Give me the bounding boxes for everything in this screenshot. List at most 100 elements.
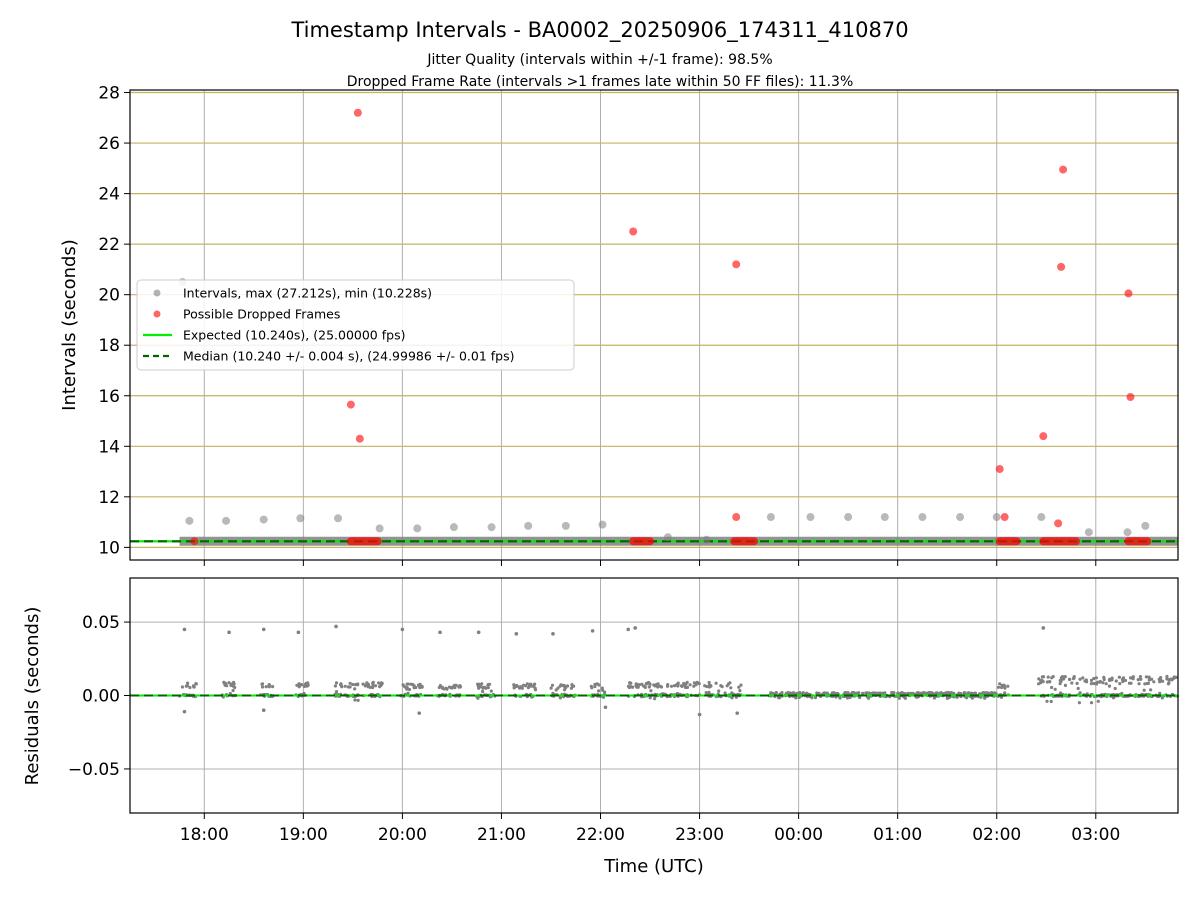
residual-outlier-11 <box>626 627 631 632</box>
residual-point <box>720 685 724 689</box>
interval-point-17 <box>844 513 853 522</box>
residual-point <box>1095 680 1099 684</box>
dropped-point-11 <box>1057 262 1066 271</box>
interval-point-7 <box>413 524 422 533</box>
dropped-point-9 <box>1039 432 1048 441</box>
residual-point <box>813 696 818 700</box>
residual-point <box>679 684 684 688</box>
residual-outlier-9 <box>551 632 555 636</box>
residual-point <box>225 684 229 688</box>
residual-point <box>861 691 865 696</box>
residual-point <box>1089 701 1094 705</box>
residual-point <box>911 691 915 696</box>
residual-point <box>640 682 644 686</box>
dropped-point-7 <box>995 465 1004 474</box>
intervals-plot: 10 12 14 16 18 20 22 24 26 28 Intervals, max (27.2… <box>98 84 1179 566</box>
residual-point <box>353 698 357 702</box>
residual-point <box>1137 682 1141 686</box>
residual-point <box>1110 678 1114 682</box>
x-tick-label-5: 23:00 <box>675 825 724 845</box>
residual-point <box>1006 684 1010 688</box>
residual-outlier-0 <box>182 627 187 632</box>
residual-point <box>515 683 519 688</box>
residual-point <box>260 682 265 686</box>
interval-point-21 <box>992 513 1001 522</box>
residual-point <box>921 691 926 695</box>
residual-point <box>939 691 943 696</box>
residual-point <box>1050 685 1054 690</box>
residual-point <box>1146 681 1150 686</box>
residual-point <box>590 686 594 690</box>
residual-point <box>1059 677 1063 682</box>
x-axis-label: Time (UTC) <box>603 856 704 877</box>
residual-point <box>356 682 360 686</box>
residual-point <box>1167 681 1171 685</box>
dropped-point-8 <box>1000 513 1009 522</box>
residual-point <box>838 696 842 700</box>
residual-point <box>479 685 483 689</box>
residual-point <box>334 681 339 685</box>
residual-point <box>1075 681 1079 686</box>
residual-point <box>1123 678 1128 683</box>
residual-point <box>1039 681 1043 685</box>
residual-point <box>986 691 990 695</box>
dropped-point-1 <box>346 400 355 409</box>
residual-point <box>737 685 741 689</box>
residual-point <box>1161 679 1165 683</box>
residual-outlier-1 <box>227 630 231 635</box>
residual-point <box>348 685 352 689</box>
residual-point <box>947 695 951 700</box>
residuals-y-axis-label: Residuals (seconds) <box>22 607 43 786</box>
residual-point <box>188 685 192 690</box>
x-tick-label-2: 20:00 <box>378 825 427 845</box>
residual-outlier-6 <box>438 630 442 635</box>
residual-point <box>1085 680 1089 684</box>
residual-point <box>769 691 773 695</box>
residual-point <box>934 691 938 695</box>
residual-point <box>379 683 383 688</box>
residual-point <box>368 685 372 690</box>
residual-point <box>973 691 978 695</box>
residual-point <box>556 686 560 690</box>
residual-point <box>401 683 405 687</box>
residual-point <box>649 689 653 693</box>
residual-point <box>868 692 873 696</box>
residual-point <box>1136 678 1140 682</box>
residual-point <box>1144 675 1148 679</box>
residual-point <box>692 684 696 688</box>
residual-point <box>790 691 795 696</box>
residual-point <box>300 683 304 687</box>
residual-point <box>1138 675 1142 679</box>
residual-point <box>1117 675 1121 679</box>
residual-point <box>729 686 733 690</box>
residual-point <box>532 683 536 687</box>
residual-point <box>340 685 344 689</box>
intervals-ytick-label-1: 12 <box>98 488 120 508</box>
residual-point <box>707 680 711 685</box>
residual-point <box>597 689 601 693</box>
residual-point <box>965 696 969 700</box>
residual-point <box>264 685 268 689</box>
residual-point <box>524 684 528 688</box>
residual-point <box>996 685 1001 689</box>
residual-point <box>1149 688 1153 692</box>
residual-point <box>822 691 826 695</box>
legend: Intervals, max (27.212s), min (10.228s) P… <box>136 279 575 371</box>
residual-point <box>631 685 635 689</box>
residual-point <box>966 691 971 695</box>
residual-point <box>794 696 798 700</box>
residual-point <box>890 691 894 695</box>
residual-point <box>1048 680 1052 684</box>
interval-point-9 <box>487 523 496 532</box>
chart-subtitle-dropped: Dropped Frame Rate (intervals >1 frames … <box>347 74 854 90</box>
residual-point <box>1158 680 1162 684</box>
residual-point <box>1127 681 1132 685</box>
residual-point <box>343 684 347 688</box>
intervals-ytick-label-0: 10 <box>98 538 120 558</box>
residual-point <box>705 684 709 689</box>
residual-point <box>405 687 409 691</box>
residual-point <box>1111 696 1116 700</box>
residual-point <box>441 686 445 690</box>
